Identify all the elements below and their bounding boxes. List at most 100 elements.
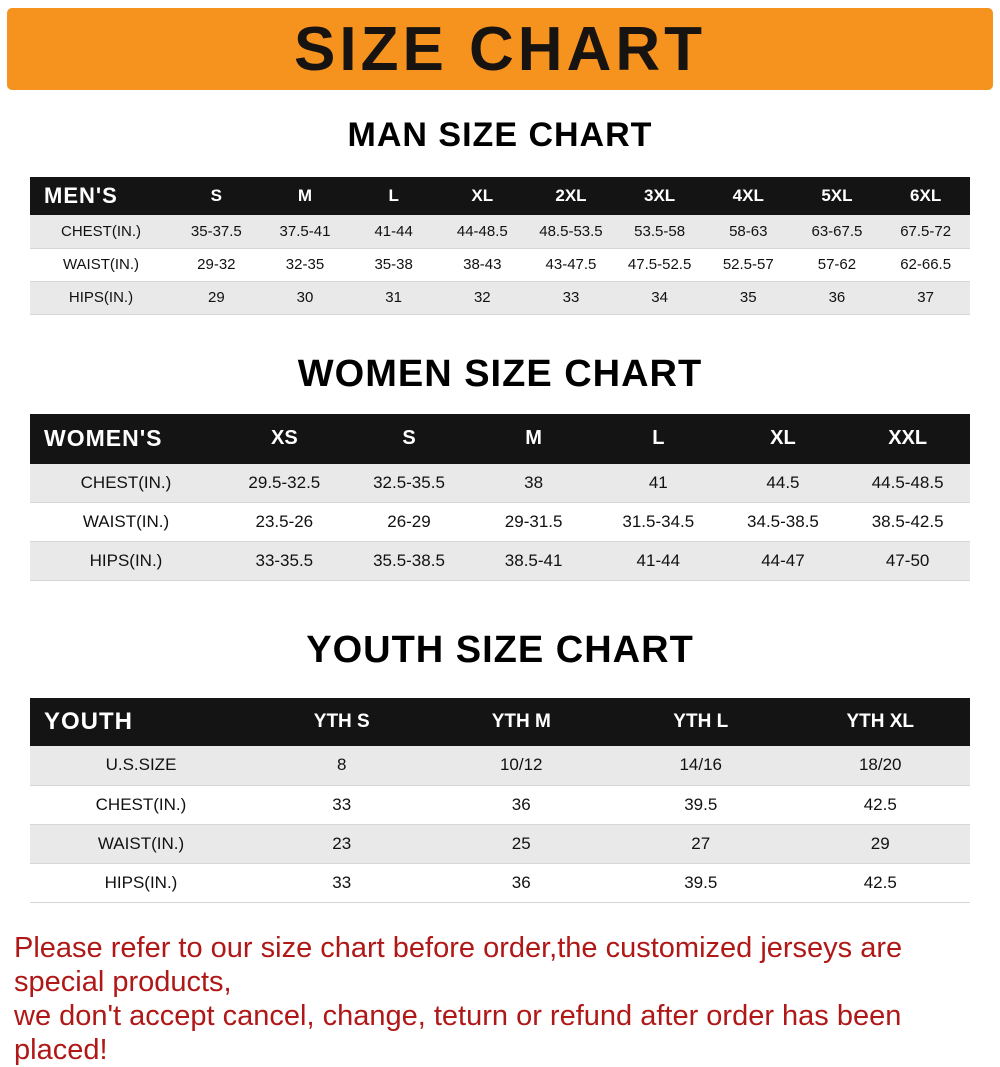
men-table-title: MEN'S [30,177,172,215]
table-row: CHEST(IN.) 33 36 39.5 42.5 [30,785,970,824]
table-row: CHEST(IN.) 35-37.5 37.5-41 41-44 44-48.5… [30,215,970,248]
size-cell: 42.5 [791,785,971,824]
size-cell: 47-50 [845,542,970,581]
size-cell: 31 [349,281,438,314]
size-column-header: XXL [845,414,970,464]
size-column-header: XL [721,414,846,464]
size-cell: 18/20 [791,746,971,785]
size-cell: 32 [438,281,527,314]
size-cell: 29 [791,824,971,863]
women-section-heading: WOMEN SIZE CHART [0,353,1000,396]
youth-header-row: YOUTH YTH S YTH M YTH L YTH XL [30,698,970,746]
size-column-header: YTH S [252,698,432,746]
size-cell: 32.5-35.5 [347,464,472,503]
size-cell: 30 [261,281,350,314]
policy-line-2: we don't accept cancel, change, teturn o… [14,999,986,1067]
size-cell: 25 [432,824,612,863]
size-column-header: S [347,414,472,464]
men-size-table: MEN'S S M L XL 2XL 3XL 4XL 5XL 6XL CHEST… [30,177,970,315]
size-column-header: M [261,177,350,215]
size-cell: 47.5-52.5 [615,248,704,281]
size-cell: 29-31.5 [471,503,596,542]
men-size-section: MAN SIZE CHART MEN'S S M L XL 2XL 3XL 4X… [0,116,1000,315]
size-column-header: XL [438,177,527,215]
size-cell: 31.5-34.5 [596,503,721,542]
size-cell: 57-62 [793,248,882,281]
men-header-row: MEN'S S M L XL 2XL 3XL 4XL 5XL 6XL [30,177,970,215]
size-cell: 36 [432,863,612,902]
size-cell: 63-67.5 [793,215,882,248]
size-cell: 38.5-42.5 [845,503,970,542]
size-column-header: L [596,414,721,464]
size-cell: 38.5-41 [471,542,596,581]
measure-row-label: CHEST(IN.) [30,215,172,248]
size-cell: 37.5-41 [261,215,350,248]
women-table-title: WOMEN'S [30,414,222,464]
size-cell: 62-66.5 [881,248,970,281]
measure-row-label: HIPS(IN.) [30,863,252,902]
size-cell: 29.5-32.5 [222,464,347,503]
size-cell: 35 [704,281,793,314]
size-cell: 39.5 [611,785,791,824]
measure-row-label: U.S.SIZE [30,746,252,785]
size-cell: 35.5-38.5 [347,542,472,581]
size-cell: 41-44 [596,542,721,581]
size-cell: 58-63 [704,215,793,248]
size-cell: 41 [596,464,721,503]
women-size-table: WOMEN'S XS S M L XL XXL CHEST(IN.) 29.5-… [30,414,970,582]
size-column-header: 6XL [881,177,970,215]
measure-row-label: WAIST(IN.) [30,503,222,542]
size-cell: 32-35 [261,248,350,281]
size-column-header: YTH L [611,698,791,746]
table-row: CHEST(IN.) 29.5-32.5 32.5-35.5 38 41 44.… [30,464,970,503]
size-cell: 35-37.5 [172,215,261,248]
size-column-header: 2XL [527,177,616,215]
youth-section-heading: YOUTH SIZE CHART [0,629,1000,672]
size-cell: 38 [471,464,596,503]
size-cell: 35-38 [349,248,438,281]
size-cell: 23 [252,824,432,863]
measure-row-label: CHEST(IN.) [30,785,252,824]
measure-row-label: HIPS(IN.) [30,281,172,314]
size-cell: 42.5 [791,863,971,902]
size-cell: 39.5 [611,863,791,902]
size-cell: 41-44 [349,215,438,248]
table-row: WAIST(IN.) 23 25 27 29 [30,824,970,863]
measure-row-label: CHEST(IN.) [30,464,222,503]
size-cell: 43-47.5 [527,248,616,281]
size-column-header: 4XL [704,177,793,215]
table-row: U.S.SIZE 8 10/12 14/16 18/20 [30,746,970,785]
youth-table-title: YOUTH [30,698,252,746]
measure-row-label: WAIST(IN.) [30,824,252,863]
size-cell: 10/12 [432,746,612,785]
youth-size-section: YOUTH SIZE CHART YOUTH YTH S YTH M YTH L… [0,629,1000,903]
size-cell: 38-43 [438,248,527,281]
size-cell: 36 [793,281,882,314]
measure-row-label: HIPS(IN.) [30,542,222,581]
women-header-row: WOMEN'S XS S M L XL XXL [30,414,970,464]
size-cell: 29 [172,281,261,314]
size-cell: 33 [527,281,616,314]
size-cell: 36 [432,785,612,824]
measure-row-label: WAIST(IN.) [30,248,172,281]
size-cell: 29-32 [172,248,261,281]
table-row: WAIST(IN.) 23.5-26 26-29 29-31.5 31.5-34… [30,503,970,542]
size-cell: 33-35.5 [222,542,347,581]
size-cell: 37 [881,281,970,314]
table-row: HIPS(IN.) 33-35.5 35.5-38.5 38.5-41 41-4… [30,542,970,581]
size-cell: 48.5-53.5 [527,215,616,248]
size-cell: 44.5 [721,464,846,503]
size-cell: 33 [252,785,432,824]
men-section-heading: MAN SIZE CHART [0,116,1000,155]
table-row: HIPS(IN.) 33 36 39.5 42.5 [30,863,970,902]
size-cell: 33 [252,863,432,902]
size-cell: 34.5-38.5 [721,503,846,542]
size-cell: 34 [615,281,704,314]
size-column-header: 5XL [793,177,882,215]
size-column-header: L [349,177,438,215]
size-column-header: M [471,414,596,464]
order-policy-note: Please refer to our size chart before or… [0,931,1000,1067]
youth-size-table: YOUTH YTH S YTH M YTH L YTH XL U.S.SIZE … [30,698,970,903]
size-cell: 67.5-72 [881,215,970,248]
size-column-header: 3XL [615,177,704,215]
